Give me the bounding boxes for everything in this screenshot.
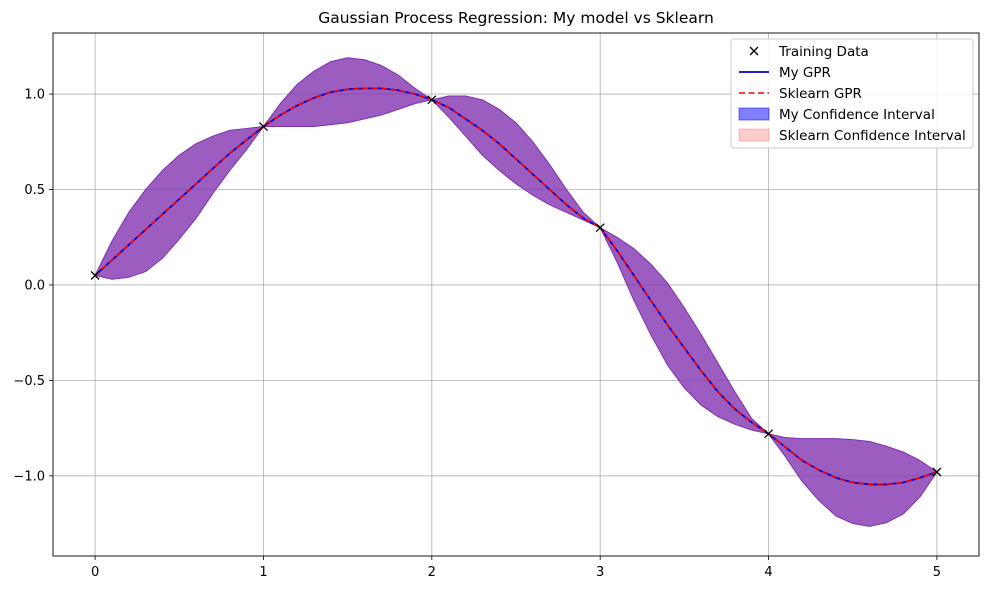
x-tick-label: 2 bbox=[428, 565, 436, 580]
y-tick-label: 0.5 bbox=[24, 183, 45, 198]
legend-swatch bbox=[738, 107, 770, 121]
legend-item: Training Data bbox=[749, 44, 869, 60]
x-tick-label: 1 bbox=[259, 565, 267, 580]
legend-label: My Confidence Interval bbox=[779, 107, 935, 123]
legend-item: Sklearn GPR bbox=[739, 86, 862, 102]
x-tick-label: 5 bbox=[933, 565, 941, 580]
legend-box bbox=[730, 38, 974, 149]
y-axis-ticks: −1.0 −0.5 0.0 0.5 1.0 bbox=[13, 88, 53, 484]
plot-frame bbox=[52, 32, 980, 557]
regression-lines bbox=[94, 87, 938, 486]
legend-label: Sklearn GPR bbox=[779, 86, 862, 102]
chart-title: Gaussian Process Regression: My model vs… bbox=[318, 9, 714, 27]
training-data-markers bbox=[90, 95, 942, 477]
x-tick-label: 4 bbox=[764, 565, 772, 580]
legend-label: Sklearn Confidence Interval bbox=[779, 128, 966, 144]
legend-swatch bbox=[738, 128, 770, 142]
sklearn-confidence-interval bbox=[95, 57, 937, 527]
legend-item: Sklearn Confidence Interval bbox=[738, 128, 966, 144]
y-tick-label: −0.5 bbox=[13, 374, 45, 389]
sklearn-gpr-line bbox=[94, 87, 938, 486]
y-tick-label: 0.0 bbox=[24, 278, 45, 293]
legend-label: My GPR bbox=[779, 65, 831, 81]
x-axis-ticks: 0 1 2 3 4 5 bbox=[91, 556, 941, 580]
legend-marker bbox=[749, 46, 759, 56]
x-tick-label: 0 bbox=[91, 565, 99, 580]
legend-label: Training Data bbox=[778, 44, 869, 60]
legend-item: My GPR bbox=[739, 65, 831, 81]
training-data-point bbox=[258, 122, 268, 131]
training-data-point bbox=[90, 270, 100, 280]
training-data-point bbox=[427, 95, 437, 105]
x-tick-label: 3 bbox=[596, 565, 604, 580]
training-data-point bbox=[932, 467, 942, 477]
legend-item: My Confidence Interval bbox=[738, 107, 935, 123]
y-tick-label: 1.0 bbox=[24, 88, 45, 103]
training-data-point bbox=[764, 429, 774, 439]
y-tick-label: −1.0 bbox=[13, 469, 45, 484]
training-data-point bbox=[595, 223, 605, 233]
legend: Training Data My GPR Sklearn GPR My Confide… bbox=[730, 38, 974, 149]
